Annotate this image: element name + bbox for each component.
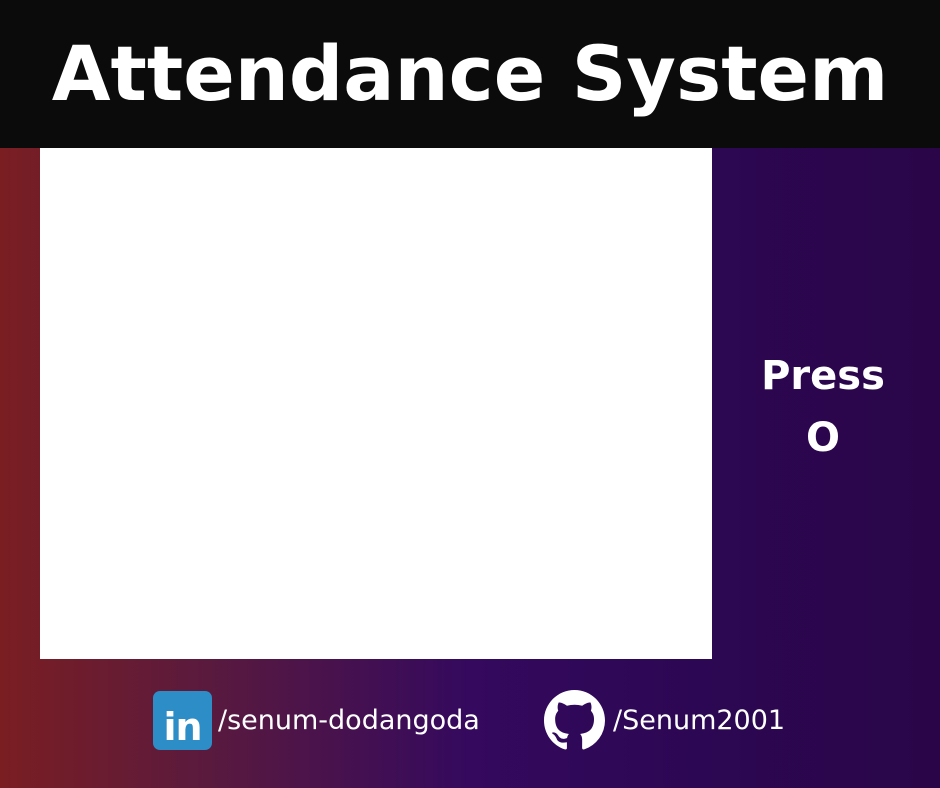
title-banner: Attendance System <box>0 0 940 148</box>
camera-feed-frame <box>40 148 712 659</box>
instruction-line-key: O <box>805 415 840 461</box>
github-icon <box>544 689 605 749</box>
app-title: Attendance System <box>51 29 889 118</box>
github-handle: /Senum2001 <box>613 704 786 736</box>
instruction-line-press: Press <box>761 353 885 399</box>
linkedin-handle: /senum-dodangoda <box>218 704 480 736</box>
github-link[interactable]: /Senum2001 <box>544 689 786 750</box>
linkedin-icon: in <box>153 690 212 750</box>
linkedin-link[interactable]: in /senum-dodangoda <box>153 690 480 750</box>
linkedin-icon-text: in <box>163 704 202 749</box>
instruction-text: Press O <box>712 345 934 469</box>
